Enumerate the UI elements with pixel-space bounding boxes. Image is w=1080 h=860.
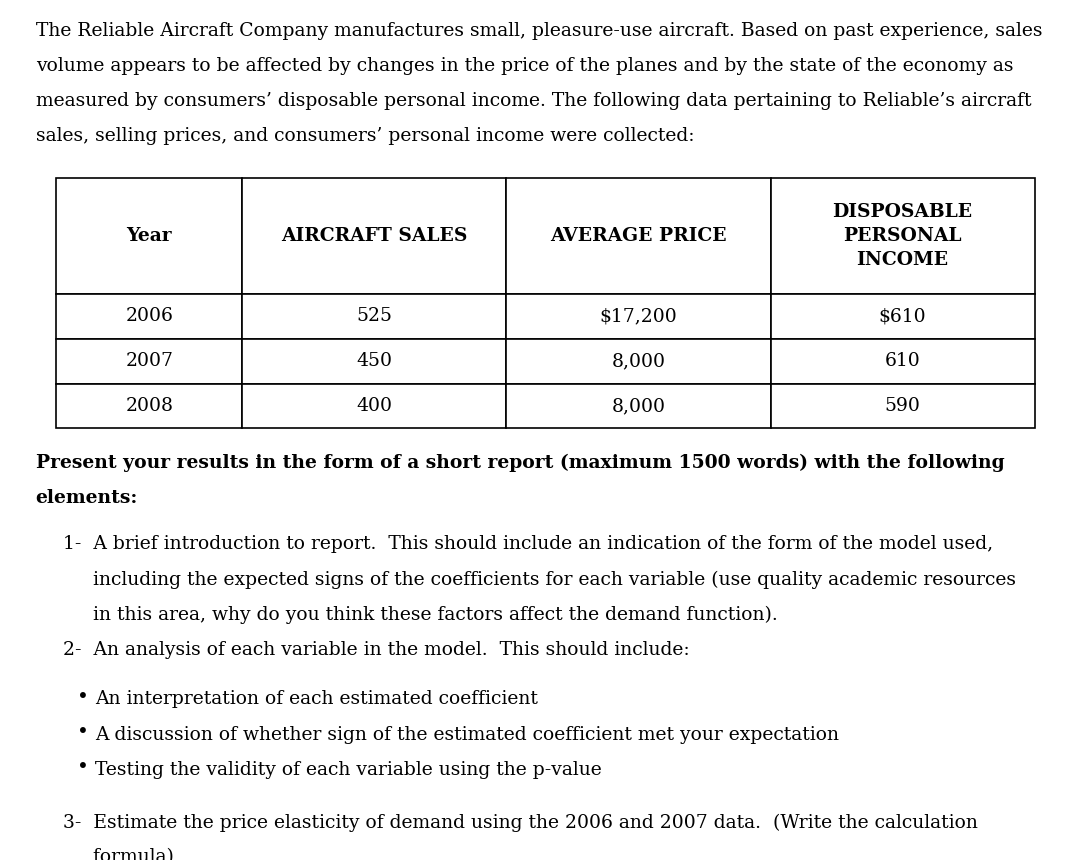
Text: An interpretation of each estimated coefficient: An interpretation of each estimated coef… (95, 691, 538, 709)
Bar (56, 384, 242, 428)
Bar (770, 339, 1035, 384)
Text: 2-  An analysis of each variable in the model.  This should include:: 2- An analysis of each variable in the m… (63, 641, 689, 659)
Text: 400: 400 (356, 397, 392, 415)
Bar (56, 178, 242, 294)
Text: The Reliable Aircraft Company manufactures small, pleasure-use aircraft. Based o: The Reliable Aircraft Company manufactur… (36, 22, 1042, 40)
Text: formula): formula) (63, 849, 174, 860)
Text: DISPOSABLE
PERSONAL
INCOME: DISPOSABLE PERSONAL INCOME (833, 204, 973, 268)
Bar (56, 339, 242, 384)
Bar (56, 294, 242, 339)
Text: sales, selling prices, and consumers’ personal income were collected:: sales, selling prices, and consumers’ pe… (36, 127, 694, 145)
Bar (242, 294, 507, 339)
Text: 8,000: 8,000 (611, 353, 665, 370)
Bar (507, 178, 770, 294)
Text: 8,000: 8,000 (611, 397, 665, 415)
Text: Testing the validity of each variable using the p-value: Testing the validity of each variable us… (95, 761, 602, 779)
Text: $17,200: $17,200 (599, 308, 677, 325)
Text: •: • (77, 688, 89, 707)
Text: 3-  Estimate the price elasticity of demand using the 2006 and 2007 data.  (Writ: 3- Estimate the price elasticity of dema… (63, 814, 977, 832)
Text: in this area, why do you think these factors affect the demand function).: in this area, why do you think these fac… (63, 605, 778, 624)
Text: $610: $610 (879, 308, 927, 325)
Bar (770, 178, 1035, 294)
Text: 590: 590 (885, 397, 920, 415)
Text: AIRCRAFT SALES: AIRCRAFT SALES (281, 227, 468, 245)
Text: elements:: elements: (36, 489, 138, 507)
Text: measured by consumers’ disposable personal income. The following data pertaining: measured by consumers’ disposable person… (36, 92, 1031, 110)
Text: 2007: 2007 (125, 353, 173, 370)
Text: 610: 610 (885, 353, 920, 370)
Text: 1-  A brief introduction to report.  This should include an indication of the fo: 1- A brief introduction to report. This … (63, 535, 993, 553)
Bar (242, 384, 507, 428)
Text: AVERAGE PRICE: AVERAGE PRICE (550, 227, 727, 245)
Text: •: • (77, 759, 89, 777)
Text: 2006: 2006 (125, 308, 173, 325)
Text: 450: 450 (356, 353, 392, 370)
Text: 2008: 2008 (125, 397, 173, 415)
Text: volume appears to be affected by changes in the price of the planes and by the s: volume appears to be affected by changes… (36, 57, 1013, 75)
Text: A discussion of whether sign of the estimated coefficient met your expectation: A discussion of whether sign of the esti… (95, 726, 839, 744)
Text: •: • (77, 723, 89, 742)
Bar (242, 339, 507, 384)
Text: Present your results in the form of a short report (maximum 1500 words) with the: Present your results in the form of a sh… (36, 454, 1004, 472)
Bar (507, 339, 770, 384)
Text: including the expected signs of the coefficients for each variable (use quality : including the expected signs of the coef… (63, 570, 1015, 589)
Text: Year: Year (126, 227, 172, 245)
Bar (770, 294, 1035, 339)
Bar (770, 384, 1035, 428)
Bar (507, 294, 770, 339)
Bar (242, 178, 507, 294)
Bar (507, 384, 770, 428)
Text: 525: 525 (356, 308, 392, 325)
